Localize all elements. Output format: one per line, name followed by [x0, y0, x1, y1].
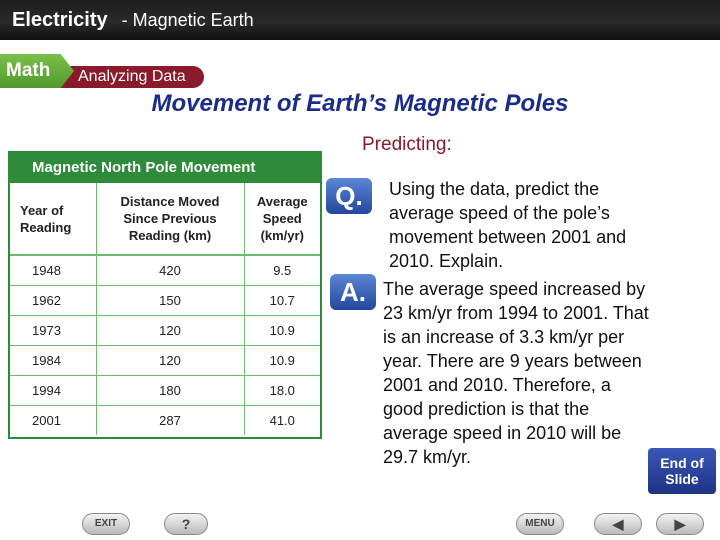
table-row: 2001 287 41.0	[10, 405, 320, 435]
table-row: 1948 420 9.5	[10, 255, 320, 286]
math-label: Math	[0, 54, 74, 88]
header-bar: Electricity - Magnetic Earth	[0, 0, 720, 40]
help-button[interactable]: ?	[164, 513, 208, 535]
table-row: 1994 180 18.0	[10, 375, 320, 406]
question-text: Using the data, predict the average spee…	[389, 179, 627, 271]
table-heading: Magnetic North Pole Movement	[10, 153, 320, 183]
previous-button[interactable]: ◀	[594, 513, 642, 535]
table-row: 1962 150 10.7	[10, 285, 320, 316]
predicting-label: Predicting:	[362, 134, 452, 155]
feature-tab: Analyzing Data Math	[0, 54, 210, 92]
table-grid: Year of Reading Distance Moved Since Previ…	[10, 183, 320, 435]
exit-button[interactable]: EXIT	[82, 513, 130, 535]
answer-badge: A.	[330, 274, 376, 310]
end-of-slide-button[interactable]: End of Slide	[648, 448, 716, 494]
col-header-year: Year of Reading	[10, 183, 97, 256]
analyzing-data-label: Analyzing Data	[56, 66, 204, 88]
section-title: Electricity	[12, 8, 108, 31]
answer-text: The average speed increased by 23 km/yr …	[383, 279, 649, 467]
table-row: 1973 120 10.9	[10, 315, 320, 346]
section-subtitle: - Magnetic Earth	[121, 9, 254, 30]
col-header-distance: Distance Moved Since Previous Reading (km)	[96, 183, 245, 256]
col-header-speed: Average Speed (km/yr)	[244, 183, 320, 256]
table-header-row: Year of Reading Distance Moved Since Previ…	[10, 183, 320, 256]
menu-button[interactable]: MENU	[516, 513, 564, 535]
question-badge: Q.	[326, 178, 372, 214]
next-button[interactable]: ▶	[656, 513, 704, 535]
table-row: 1984 120 10.9	[10, 345, 320, 376]
page-title: Movement of Earth’s Magnetic Poles	[151, 90, 569, 117]
data-table: Magnetic North Pole Movement Year of Read…	[8, 151, 322, 439]
